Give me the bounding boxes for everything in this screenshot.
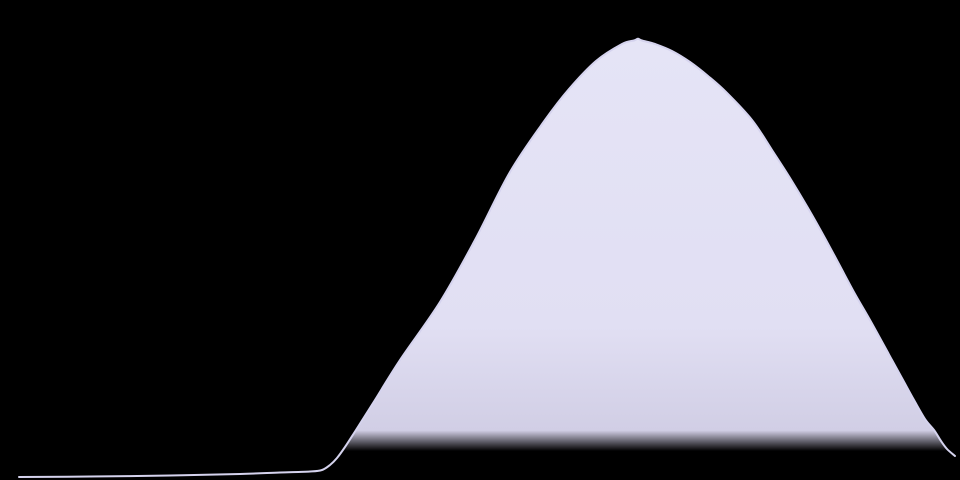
area-fill [19, 38, 955, 480]
curve-line [18, 37, 956, 478]
